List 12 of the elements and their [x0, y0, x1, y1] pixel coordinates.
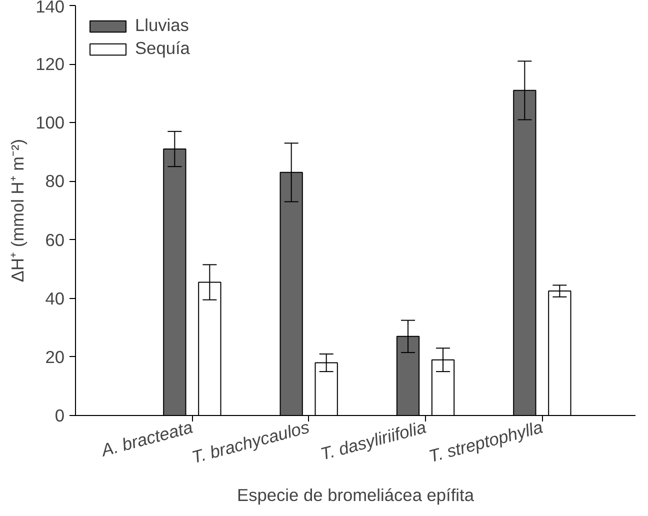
x-axis-title: Especie de bromeliácea epífita	[237, 484, 474, 505]
y-tick-label: 140	[36, 0, 65, 16]
y-tick-label: 100	[36, 112, 65, 133]
y-tick-label: 60	[45, 230, 65, 250]
legend-label: Lluvias	[135, 15, 189, 36]
y-tick-label: 20	[45, 346, 65, 367]
y-axis-title: ΔH⁺ (mmol H⁺ m⁻²)	[8, 138, 28, 282]
y-tick-label: 40	[45, 288, 65, 308]
legend-label: Sequía	[135, 38, 190, 59]
y-tick-label: 120	[36, 54, 65, 74]
y-tick-label: 80	[45, 171, 65, 192]
y-tick-label: 0	[54, 406, 65, 426]
